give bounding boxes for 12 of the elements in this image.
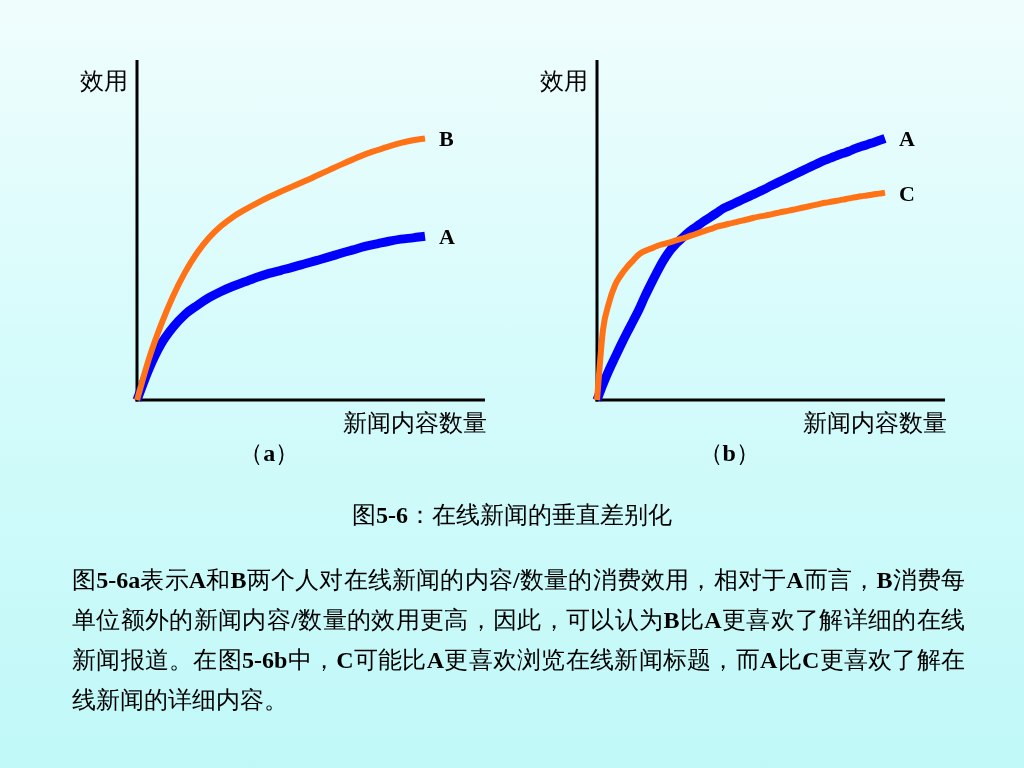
xlabel: 新闻内容数量 [343, 410, 487, 436]
series-label: B [439, 126, 454, 152]
ylabel: 效用 [540, 68, 588, 94]
series-label: A [439, 224, 455, 250]
text: 图5-6a表示A和B两个人对在线新闻的内容/数量的消费效用，相对于A而言，B消费每单位额外的新闻内容/数量的效用更高，因此，可以认为B比A更喜欢了解详细的在线新闻报道。在图5-6b中，C可能比A更喜欢浏览在线新闻标题，而A比C更喜欢了解在线新闻的详细内容。 [72, 567, 966, 713]
text: 图5-6：在线新闻的垂直差别化 [351, 501, 673, 530]
title: （a） [239, 440, 300, 466]
series-label: A [899, 126, 915, 152]
title: （b） [698, 440, 760, 466]
series-label: C [899, 180, 915, 206]
ylabel: 效用 [80, 68, 128, 94]
xlabel: 新闻内容数量 [803, 410, 947, 436]
